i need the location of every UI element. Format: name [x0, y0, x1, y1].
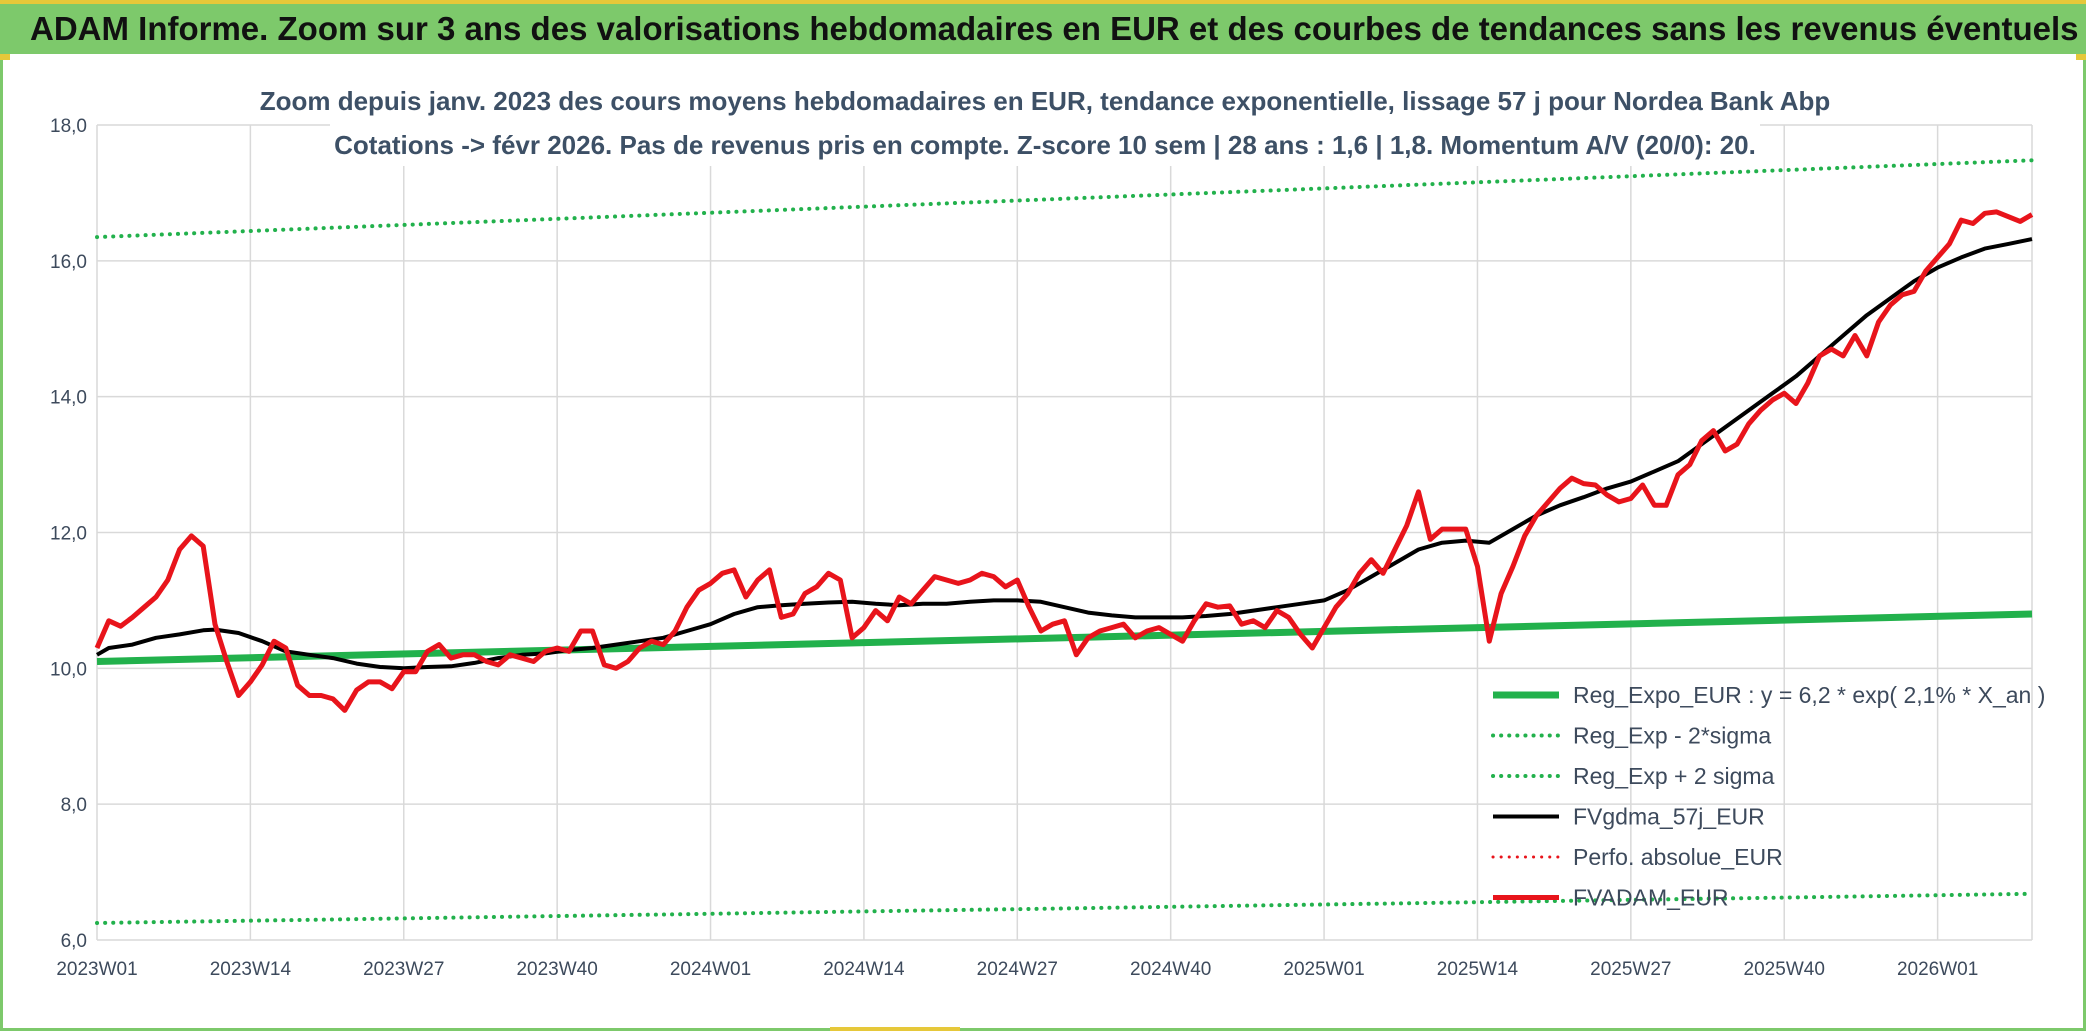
legend-label: FVADAM_EUR — [1573, 885, 1729, 911]
chart-series — [94, 158, 2034, 925]
chart-title-background — [330, 80, 1760, 166]
y-tick-label: 12,0 — [50, 524, 87, 545]
y-axis: 6,0 8,0 10,0 12,0 14,0 16,0 18,0 — [50, 116, 87, 952]
x-axis: 2023W01 2023W14 2023W27 2023W40 2024W01 2024W… — [56, 959, 1978, 980]
legend-label: FVgdma_57j_EUR — [1573, 804, 1765, 830]
x-tick-label: 2023W14 — [210, 959, 292, 980]
x-tick-label: 2026W01 — [1897, 959, 1978, 980]
legend-label: Reg_Exp - 2*sigma — [1573, 723, 1771, 749]
x-tick-label: 2023W27 — [363, 959, 444, 980]
x-tick-label: 2023W01 — [56, 959, 137, 980]
x-tick-label: 2025W01 — [1283, 959, 1364, 980]
series-line-5 — [94, 209, 2034, 713]
chart-legend: Reg_Expo_EUR : y = 6,2 * exp( 2,1% * X_a… — [1491, 682, 2045, 911]
series-line-3 — [96, 237, 2033, 671]
chart-title-line-2: Cotations -> févr 2026. Pas de revenus p… — [334, 130, 1756, 160]
frame-corner-left — [0, 54, 10, 60]
y-tick-label: 10,0 — [50, 659, 87, 680]
y-tick-label: 6,0 — [61, 931, 87, 952]
chart-title-line-1: Zoom depuis janv. 2023 des cours moyens … — [260, 86, 1831, 116]
frame-corner-right — [2076, 54, 2086, 60]
series-line-2 — [95, 158, 2034, 240]
y-tick-label: 8,0 — [61, 795, 87, 816]
report-banner: ADAM Informe. Zoom sur 3 ans des valoris… — [0, 0, 2086, 54]
x-tick-label: 2023W40 — [516, 959, 597, 980]
y-tick-label: 18,0 — [50, 116, 87, 137]
series-line-1 — [95, 891, 2034, 925]
legend-label: Perfo. absolue_EUR — [1573, 844, 1783, 870]
x-tick-label: 2024W01 — [670, 959, 751, 980]
frame-bottom-tab — [830, 1027, 960, 1031]
x-tick-label: 2025W40 — [1744, 959, 1825, 980]
x-tick-label: 2025W14 — [1437, 959, 1519, 980]
legend-label: Reg_Exp + 2 sigma — [1573, 763, 1775, 789]
y-tick-label: 16,0 — [50, 252, 87, 273]
x-tick-label: 2025W27 — [1590, 959, 1671, 980]
x-tick-label: 2024W40 — [1130, 959, 1211, 980]
series-line-0 — [96, 610, 2033, 665]
chart-title: Zoom depuis janv. 2023 des cours moyens … — [260, 80, 1831, 166]
report-title: ADAM Informe. Zoom sur 3 ans des valoris… — [30, 10, 2079, 47]
x-tick-label: 2024W14 — [823, 959, 905, 980]
y-tick-label: 14,0 — [50, 388, 87, 409]
chart-frame — [0, 54, 2086, 1031]
x-tick-label: 2024W27 — [977, 959, 1058, 980]
chart-grid — [96, 124, 2033, 941]
legend-label: Reg_Expo_EUR : y = 6,2 * exp( 2,1% * X_a… — [1573, 682, 2045, 708]
